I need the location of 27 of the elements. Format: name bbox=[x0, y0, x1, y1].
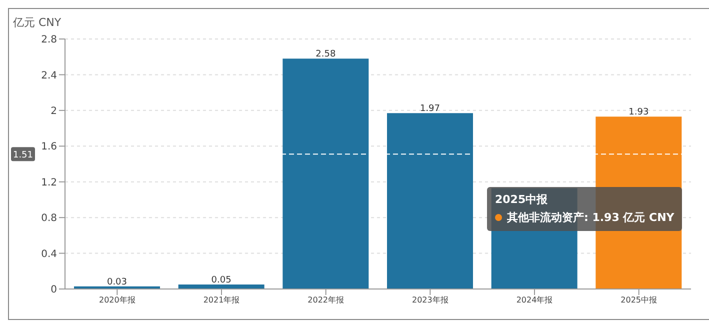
bar bbox=[387, 113, 473, 289]
y-tick-label: 0.8 bbox=[41, 213, 57, 224]
y-tick-label: 1.6 bbox=[41, 142, 57, 153]
x-tick-label: 2020年报 bbox=[98, 296, 136, 305]
bar bbox=[178, 284, 264, 289]
annotation: 2025中报 bbox=[495, 192, 549, 208]
y-tick-label: 2.8 bbox=[41, 34, 57, 46]
data-label: 2.58 bbox=[316, 50, 336, 60]
y-tick-label: 2.4 bbox=[41, 70, 57, 82]
data-label: 1.97 bbox=[420, 104, 440, 114]
ref-line-label: 1.51 bbox=[12, 150, 34, 161]
y-tick-label: 0.4 bbox=[41, 248, 57, 260]
data-label: 0.03 bbox=[106, 277, 128, 288]
x-tick-label: 2022年报 bbox=[308, 296, 344, 305]
data-label: 0.05 bbox=[211, 276, 232, 286]
bar bbox=[282, 58, 369, 289]
y-tick-label: 1.2 bbox=[41, 177, 57, 188]
x-tick-label: 2025中报 bbox=[620, 296, 658, 305]
tooltip-box: 2025中报 其他非流动资产: 1.93 亿元 CNY bbox=[487, 187, 682, 231]
data-label: 1.93 bbox=[628, 108, 649, 118]
y-tick-label: 0 bbox=[50, 284, 57, 296]
annotation: 其他非流动资产: 1.93 亿元 CNY bbox=[506, 210, 674, 226]
y-tick-label: 2 bbox=[50, 106, 57, 117]
x-tick-label: 2023年报 bbox=[412, 296, 448, 305]
x-tick-label: 2021年报 bbox=[203, 296, 240, 305]
y-axis-title: 亿元 CNY bbox=[13, 15, 62, 30]
x-tick-label: 2024年报 bbox=[516, 296, 553, 305]
